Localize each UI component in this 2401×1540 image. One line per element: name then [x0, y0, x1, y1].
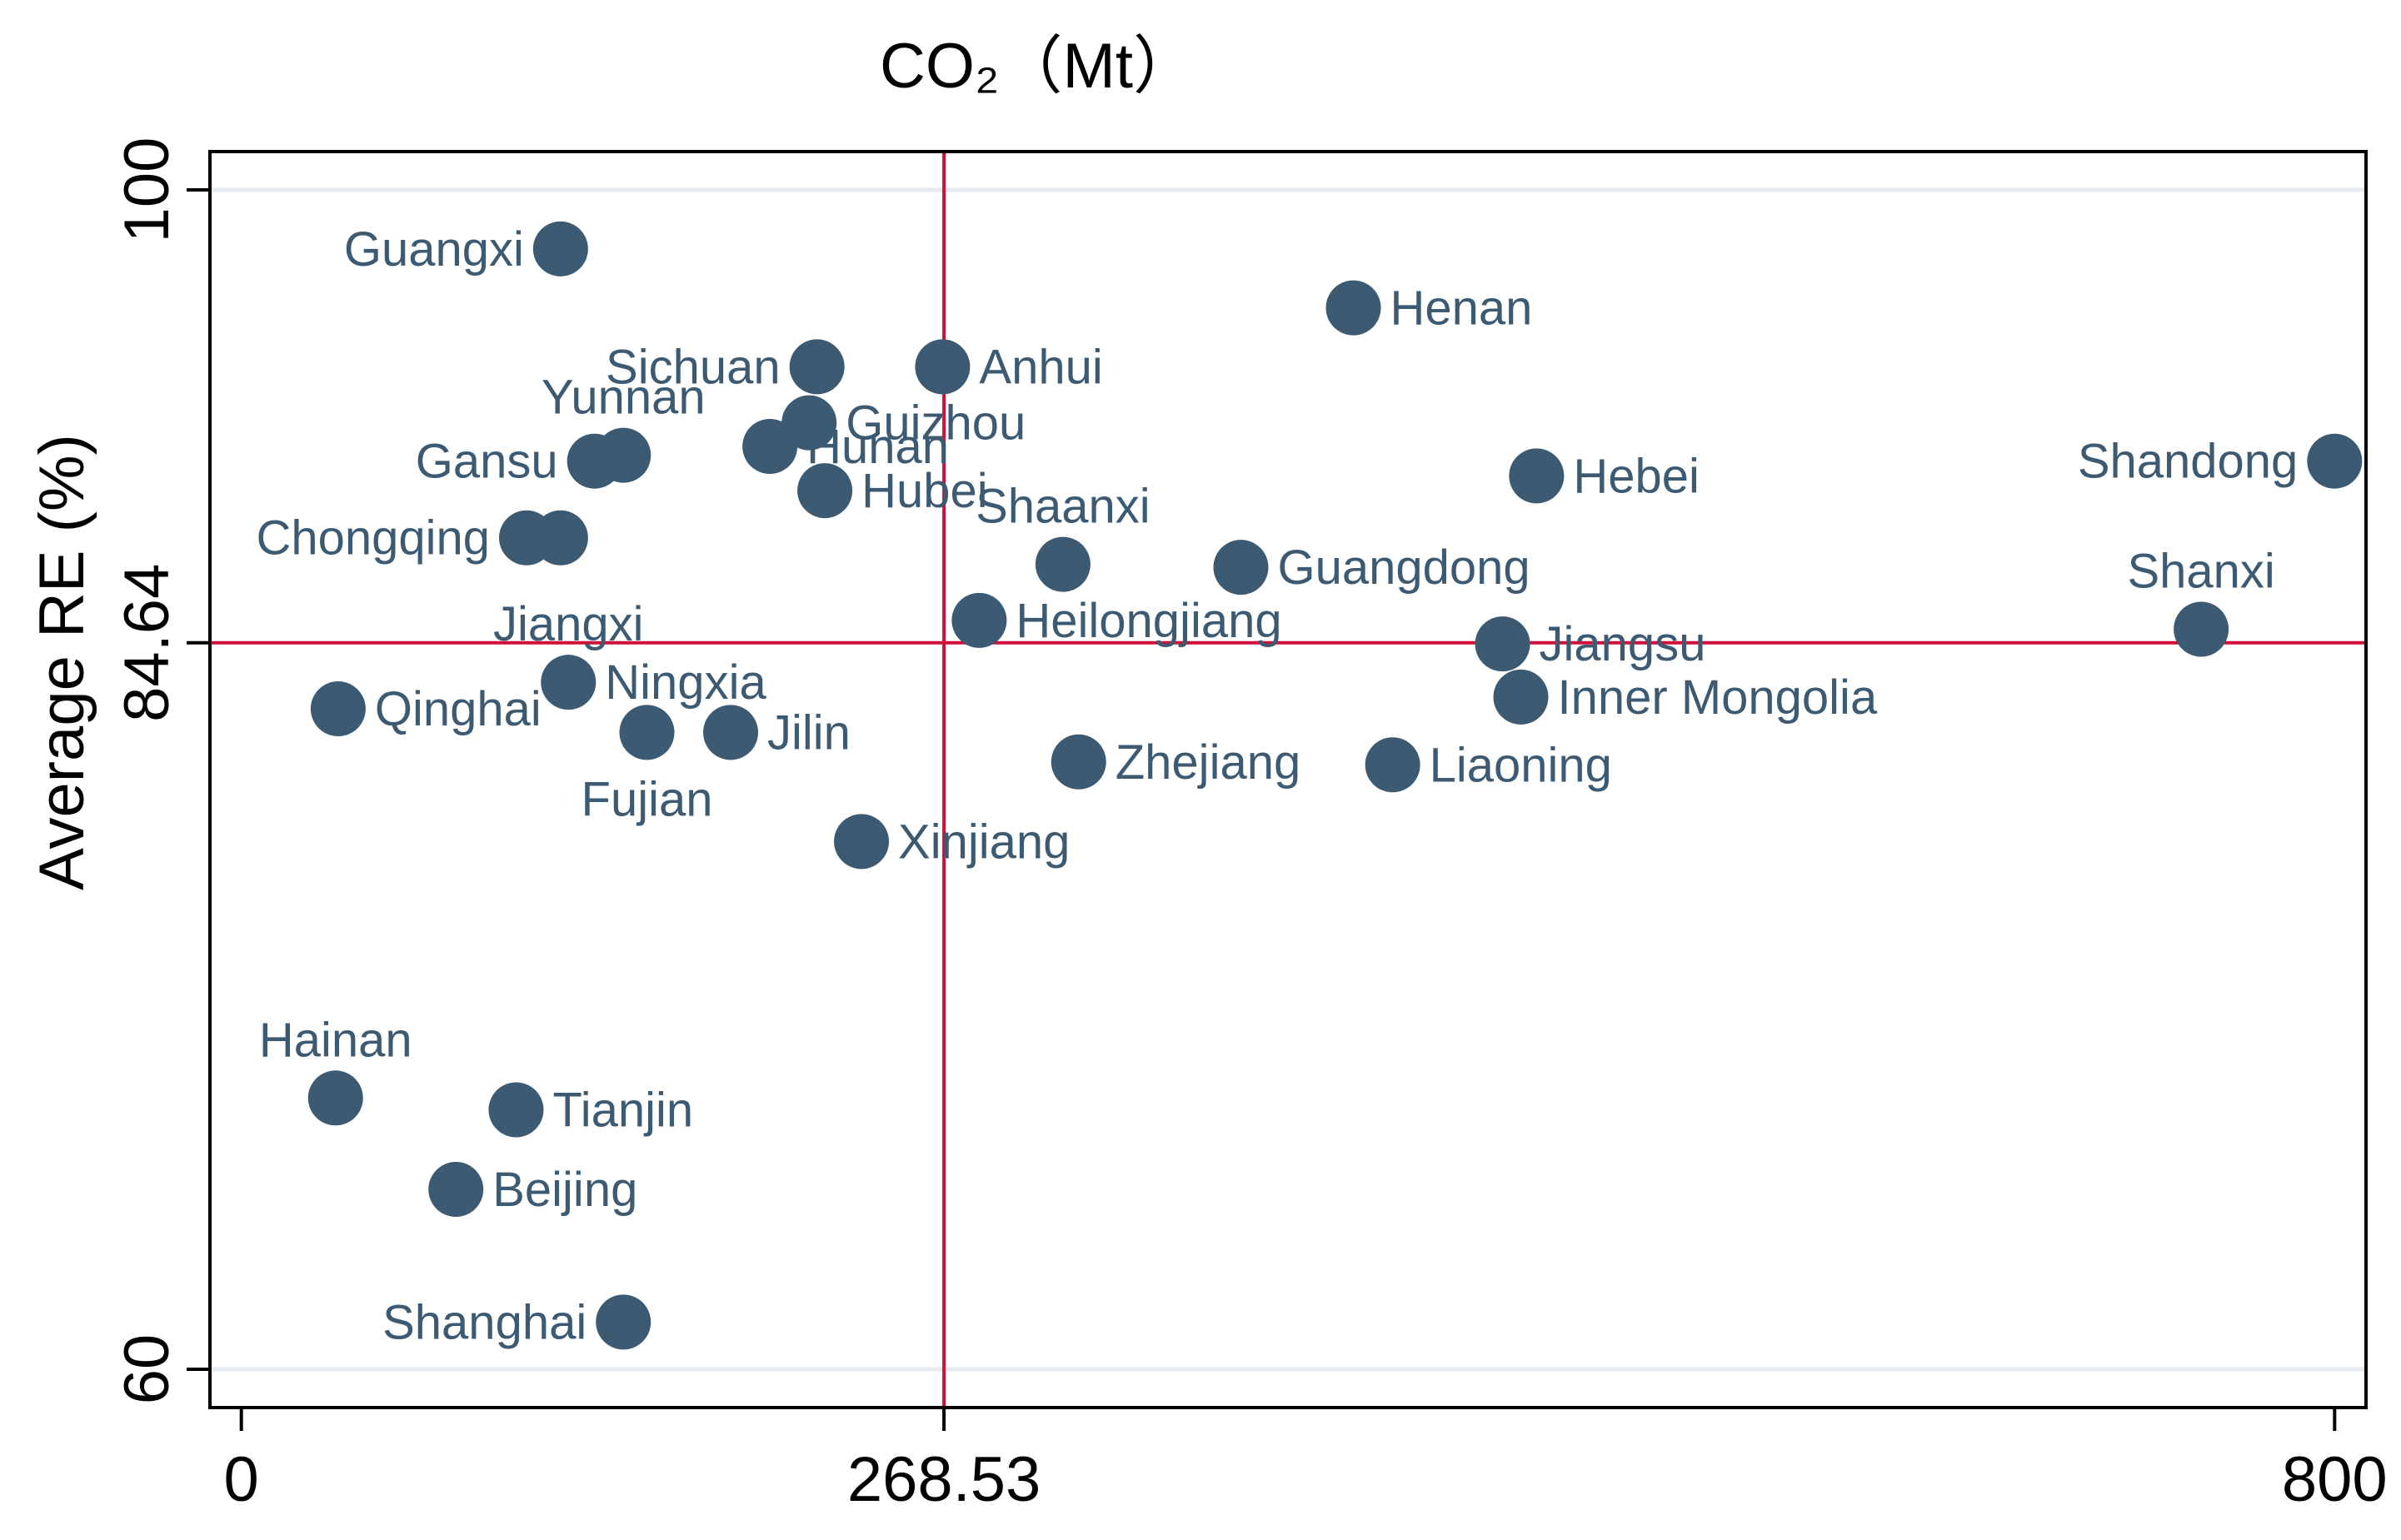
point-label-22: Jilin: [767, 705, 851, 760]
point-label-4: Guizhou: [846, 396, 1026, 451]
gridlines: [210, 187, 2366, 1372]
point-label-29: Shanghai: [382, 1295, 587, 1349]
data-point-3: [915, 339, 971, 395]
point-label-1: Henan: [1390, 282, 1533, 336]
point-label-27: Tianjin: [552, 1083, 693, 1137]
point-label-17: Jiangxi: [493, 597, 644, 651]
point-label-21: Fujian: [582, 772, 713, 826]
point-label-24: Liaoning: [1430, 738, 1612, 792]
data-point-21: [619, 705, 675, 760]
point-label-0: Guangxi: [344, 222, 524, 277]
data-point-10: [797, 463, 853, 519]
data-point-7: [567, 433, 622, 489]
point-label-25: Xinjiang: [898, 815, 1070, 869]
data-point-18: [541, 655, 597, 710]
data-point-16: [2174, 601, 2229, 657]
x-tick-label-2: 800: [2282, 1444, 2388, 1515]
point-label-11: Chongqing: [256, 511, 490, 566]
data-point-2: [789, 339, 845, 395]
data-point-9: [1509, 448, 1565, 504]
data-point-15: [951, 592, 1007, 648]
data-point-1: [1325, 280, 1381, 336]
data-point-28: [428, 1162, 484, 1218]
data-point-6: [742, 418, 798, 474]
x-tick-label-0: 0: [224, 1444, 259, 1515]
data-point-17: [1475, 616, 1530, 672]
point-label-20: Qinghai: [375, 682, 542, 736]
data-point-8: [2307, 433, 2363, 489]
data-points: [307, 221, 2363, 1350]
point-label-28: Beijing: [492, 1163, 637, 1217]
data-point-14: [1213, 540, 1269, 596]
point-label-16: Jiangsu: [1540, 617, 1706, 671]
point-label-2: Sichuan: [606, 340, 781, 394]
x-axis-title: CO₂（Mt）: [880, 31, 1196, 102]
point-label-15: Shanxi: [2127, 544, 2274, 598]
point-label-5: Yunnan: [542, 371, 706, 425]
data-point-26: [307, 1070, 363, 1126]
point-label-9: Hebei: [1573, 449, 1700, 503]
data-point-27: [488, 1082, 544, 1138]
plot-frame: [208, 150, 2368, 1409]
point-label-13: Guangdong: [1277, 541, 1530, 595]
data-point-23: [1051, 734, 1106, 790]
data-point-29: [596, 1294, 651, 1350]
point-label-8: Shandong: [2078, 435, 2298, 489]
point-label-6: Hunan: [806, 420, 949, 474]
data-point-24: [1365, 737, 1420, 793]
data-point-25: [834, 814, 890, 870]
point-label-3: Anhui: [979, 340, 1102, 394]
point-label-23: Zhejiang: [1116, 735, 1300, 790]
y-tick-label-0: 60: [112, 1334, 182, 1405]
y-axis-title: Average RE (%): [27, 434, 97, 890]
point-label-26: Hainan: [259, 1013, 412, 1067]
point-label-7: Gansu: [416, 435, 558, 489]
data-point-13: [1035, 536, 1091, 592]
point-label-18: Ningxia: [605, 655, 766, 710]
point-label-10: Hubei: [861, 464, 988, 518]
point-label-14: Heilongjiang: [1016, 594, 1281, 648]
y-tick-label-1: 84.64: [112, 564, 182, 722]
y-tick-label-2: 100: [112, 137, 182, 243]
point-label-19: Inner Mongolia: [1558, 670, 1878, 725]
axis-ticks: 0 268.53 800 60 84.64 100: [112, 137, 2388, 1515]
data-point-20: [310, 681, 366, 737]
data-point-12: [532, 510, 588, 566]
data-point-19: [1493, 669, 1549, 725]
point-label-12: Shaanxi: [976, 480, 1151, 534]
data-point-22: [703, 705, 759, 760]
data-point-0: [532, 221, 588, 277]
x-tick-label-1: 268.53: [847, 1444, 1041, 1515]
